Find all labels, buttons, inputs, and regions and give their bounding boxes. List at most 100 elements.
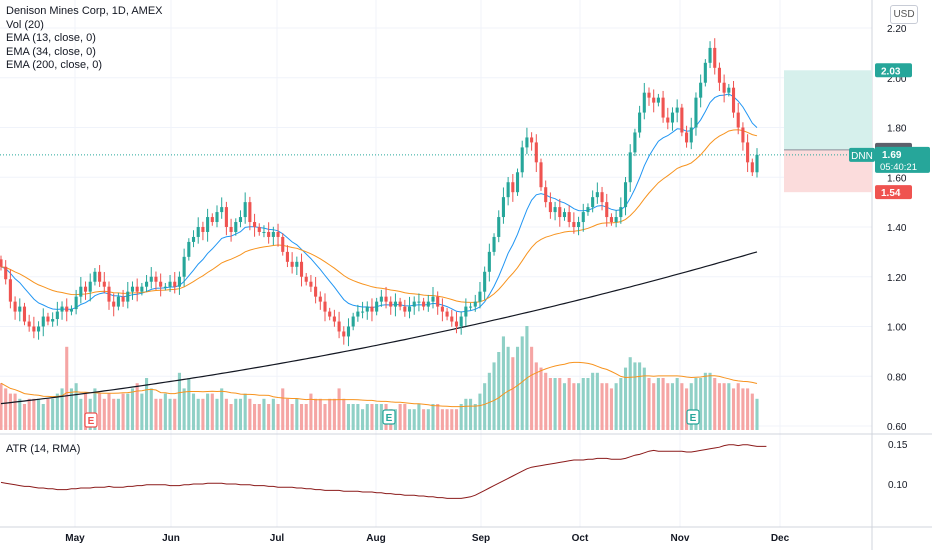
volume-bar [478, 393, 482, 430]
earnings-marker-label: E [690, 413, 697, 424]
volume-bar [530, 346, 534, 430]
volume-bar [492, 362, 496, 430]
candle-body [191, 236, 196, 242]
volume-bar [51, 398, 55, 430]
candle-body [379, 296, 383, 302]
volume-bar [544, 372, 548, 430]
candle-body [60, 306, 64, 312]
volume-bar [731, 388, 736, 430]
volume-bar [262, 398, 266, 430]
volume-bar [182, 388, 186, 430]
ema-lines [0, 93, 758, 405]
candle-body [140, 286, 144, 292]
volume-bar [163, 393, 167, 430]
volume-bar [436, 404, 440, 430]
candle-body [337, 321, 341, 332]
candle-body [755, 154, 759, 173]
time-label-jul: Jul [270, 533, 285, 544]
candle-body [553, 207, 557, 213]
volume-bar [675, 378, 679, 430]
volume-bars [0, 326, 759, 430]
time-label-aug: Aug [366, 533, 385, 544]
volume-bar [4, 388, 8, 430]
candle-body [112, 301, 116, 307]
volume-bar [431, 404, 435, 430]
candle-body [741, 127, 745, 143]
volume-bar [126, 393, 130, 430]
atr-tick-label: 0.10 [888, 480, 908, 491]
legend-ema200[interactable]: EMA (200, close, 0) [6, 59, 102, 71]
earnings-marker-label: E [88, 416, 95, 427]
volume-bar [534, 362, 538, 430]
volume-ma [0, 361, 758, 408]
price-tick-label: 1.20 [887, 273, 907, 284]
legend-ema34[interactable]: EMA (34, close, 0) [6, 45, 96, 58]
candle-body [487, 251, 491, 272]
volume-bar [562, 383, 567, 430]
currency-button[interactable]: USD [890, 5, 918, 24]
candle-body [623, 182, 628, 208]
candle-body [173, 281, 177, 287]
candle-body [398, 301, 402, 307]
atr-line [0, 444, 767, 499]
candle-body [328, 311, 332, 317]
volume-bar [497, 352, 501, 430]
candle-body [440, 306, 444, 312]
symbol-tag-bg [849, 147, 875, 162]
candle-body [431, 296, 435, 302]
candle-body [727, 87, 731, 93]
volume-bar [332, 398, 336, 430]
legend-vol[interactable]: Vol (20) [6, 18, 44, 31]
volume-bar [79, 398, 83, 430]
earnings-marker [382, 409, 396, 425]
volume-bar [699, 378, 703, 430]
candle-body [515, 172, 520, 193]
candle-body [271, 231, 275, 237]
volume-bar [342, 398, 346, 430]
candle-body [680, 107, 684, 133]
candle-body [290, 261, 294, 267]
legend-atr[interactable]: ATR (14, RMA) [6, 443, 81, 455]
candle-body [361, 311, 365, 313]
volume-bar [619, 378, 623, 430]
volume-bar [145, 378, 149, 430]
volume-bar [454, 409, 459, 430]
volume-bar [304, 404, 308, 430]
candle-body [501, 197, 505, 218]
candle-body [370, 306, 374, 312]
volume-bar [680, 383, 684, 430]
volume-bar [464, 398, 468, 430]
candle-body [422, 301, 426, 307]
candle-body [229, 227, 233, 232]
volume-bar [55, 393, 59, 430]
candle-body [318, 296, 322, 302]
candle-body [163, 286, 167, 288]
price-tick-label: 2.00 [887, 74, 907, 85]
volume-bar [670, 383, 675, 430]
volume-bar [703, 372, 707, 430]
volume-bar [548, 378, 552, 430]
volume-bar [567, 378, 571, 430]
candle-body [365, 306, 369, 312]
candle-body [295, 261, 299, 267]
volume-bar [469, 398, 473, 430]
volume-bar [201, 398, 205, 430]
candle-body [342, 331, 346, 337]
volume-bar [666, 383, 670, 430]
candle-body [445, 311, 449, 317]
candle-body [201, 227, 205, 232]
volume-bar [558, 378, 562, 430]
candle-body [708, 47, 712, 63]
volume-bar [746, 388, 750, 430]
volume-bar [135, 383, 139, 430]
volume-bar [220, 388, 224, 430]
volume-bar [539, 367, 543, 430]
stop-price-label-bg [875, 185, 912, 200]
candle-body [135, 286, 139, 292]
volume-bar [708, 372, 712, 430]
candle-body [652, 97, 656, 103]
price-tick-label: 0.60 [887, 422, 907, 433]
legend-ema13[interactable]: EMA (13, close, 0) [6, 32, 96, 44]
